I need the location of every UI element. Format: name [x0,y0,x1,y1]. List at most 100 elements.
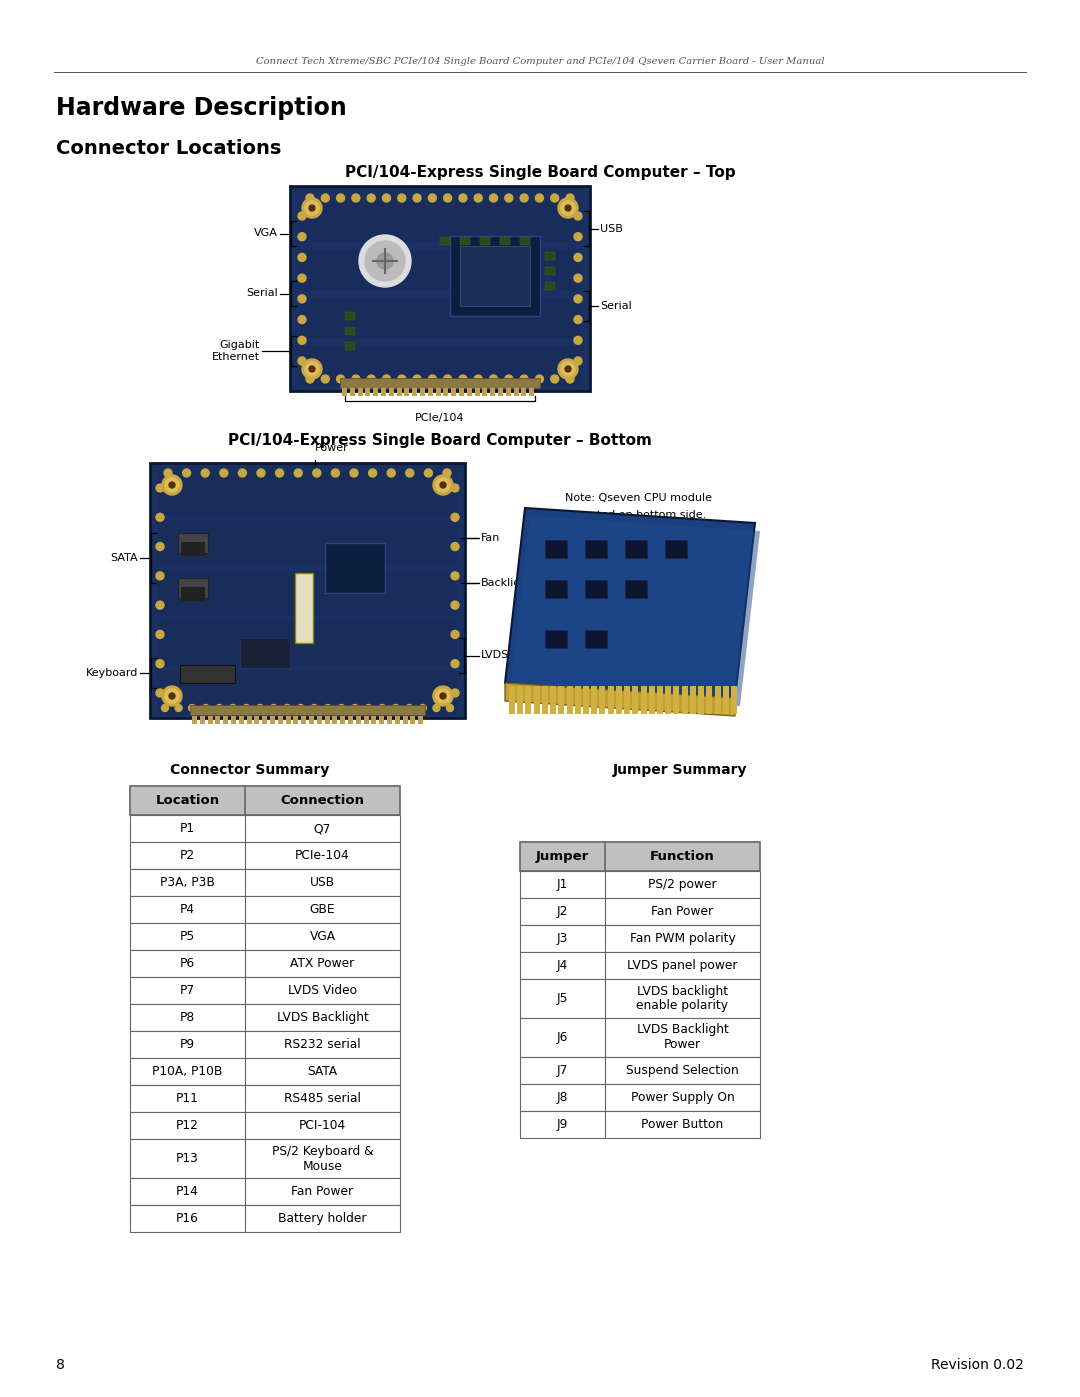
Bar [418,717,423,724]
Text: J3: J3 [557,932,568,944]
Polygon shape [509,686,515,714]
Circle shape [351,704,359,711]
Circle shape [168,693,175,698]
Circle shape [156,483,164,492]
Text: P1: P1 [180,821,195,835]
Text: separately.: separately. [565,543,635,555]
Circle shape [573,253,582,261]
Bar [158,571,457,615]
Text: LVDS Video: LVDS Video [288,983,357,997]
Bar [522,388,526,395]
Polygon shape [715,686,720,714]
Bar [625,541,647,557]
Text: J8: J8 [557,1091,568,1104]
Bar [294,717,298,724]
Circle shape [165,689,179,703]
Circle shape [451,659,459,668]
Text: Fan: Fan [481,534,500,543]
Circle shape [338,704,345,711]
Polygon shape [698,686,704,714]
Circle shape [377,253,393,270]
Circle shape [298,274,306,282]
Bar [500,237,510,244]
Circle shape [504,194,513,203]
Polygon shape [558,686,565,714]
Bar [262,717,267,724]
Bar [665,541,687,557]
Bar [130,787,400,814]
Bar [340,379,540,388]
Bar [190,705,426,715]
Circle shape [367,194,375,203]
Circle shape [451,542,459,550]
Bar [498,388,503,395]
Circle shape [359,235,411,286]
Circle shape [156,571,164,580]
Circle shape [168,482,175,488]
Bar [180,665,235,683]
Circle shape [379,704,386,711]
Circle shape [162,475,183,495]
Circle shape [305,362,319,376]
Polygon shape [608,686,613,714]
Text: PCIe-104: PCIe-104 [295,849,350,862]
Circle shape [352,194,360,203]
Circle shape [433,475,453,495]
Circle shape [302,359,322,379]
Polygon shape [505,683,735,717]
Circle shape [220,469,228,476]
Circle shape [367,374,375,383]
Bar [325,543,384,592]
Bar [345,327,355,335]
Bar [350,388,355,395]
Circle shape [413,374,421,383]
Text: Connect Tech Xtreme/SBC PCIe/104 Single Board Computer and PCIe/104 Qseven Carri: Connect Tech Xtreme/SBC PCIe/104 Single … [256,56,824,66]
Circle shape [352,374,360,383]
Circle shape [558,198,578,218]
Text: Hardware Description: Hardware Description [56,96,347,120]
Text: J7: J7 [557,1065,568,1077]
Bar [519,1111,760,1139]
Bar [130,1112,400,1139]
Bar [192,717,197,724]
Text: PS/2 Keyboard &
Mouse: PS/2 Keyboard & Mouse [272,1144,374,1172]
Text: J6: J6 [557,1031,568,1044]
Bar [240,638,291,668]
Circle shape [202,704,210,711]
Circle shape [536,374,543,383]
Circle shape [561,362,575,376]
Bar [178,534,208,553]
Bar [345,312,355,320]
Circle shape [561,201,575,215]
Bar [514,388,518,395]
Polygon shape [510,515,760,705]
Circle shape [433,686,453,705]
Text: PCI/104-Express Single Board Computer – Top: PCI/104-Express Single Board Computer – … [345,165,735,180]
Polygon shape [534,686,540,714]
Bar [340,717,346,724]
Polygon shape [731,686,737,714]
Circle shape [451,630,459,638]
Bar [585,630,607,648]
Bar [130,1206,400,1232]
Bar [300,346,580,386]
Bar [130,869,400,895]
Bar [396,388,402,395]
Circle shape [368,469,377,476]
Bar [348,717,353,724]
Text: J9: J9 [557,1118,568,1132]
Circle shape [350,469,357,476]
Circle shape [294,469,302,476]
Polygon shape [723,686,729,714]
Bar [158,622,457,665]
Circle shape [321,194,329,203]
Polygon shape [550,686,556,714]
Circle shape [504,374,513,383]
Bar [181,587,205,601]
Bar [309,717,314,724]
Circle shape [429,194,436,203]
Circle shape [444,194,451,203]
Circle shape [565,205,571,211]
Bar [158,471,457,515]
Circle shape [440,693,446,698]
